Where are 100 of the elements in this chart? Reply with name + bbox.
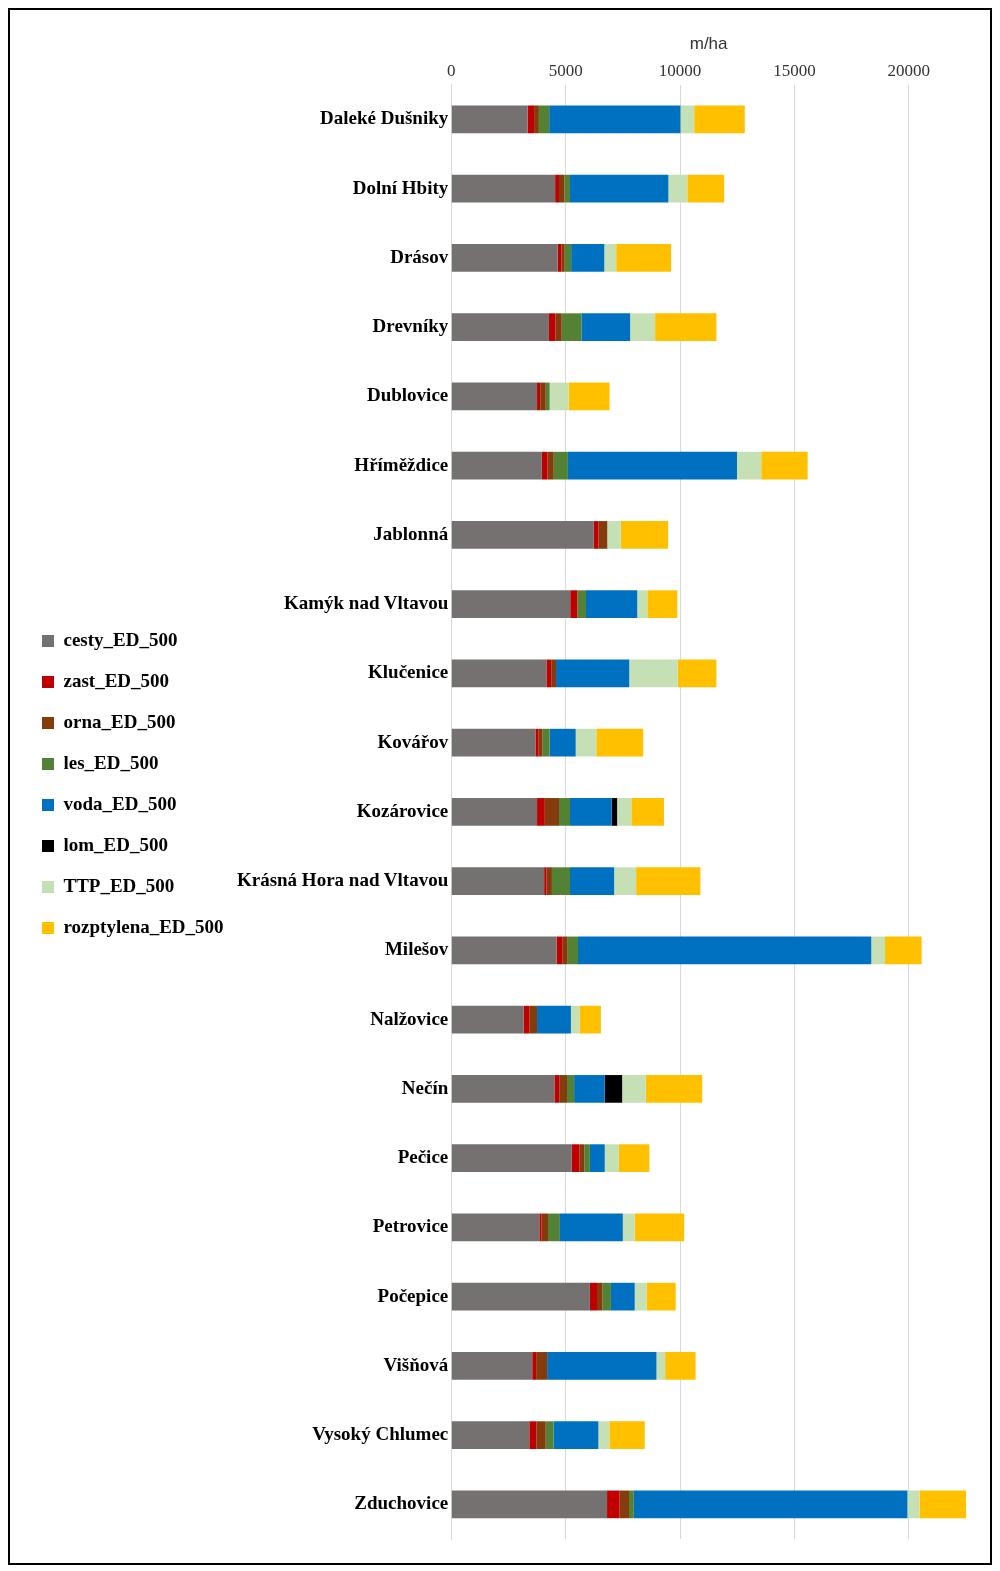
bar [622,1075,646,1103]
bar [586,590,638,619]
bar [568,382,610,411]
bar [548,1213,560,1242]
y-tick-label: Nečín [401,1076,449,1098]
bar [538,105,550,134]
bar [737,451,762,480]
y-tick-label: Nalžovice [370,1007,449,1029]
bar [885,936,922,965]
bar [569,798,612,826]
bar [537,798,545,826]
x-axis-title: m/ha [689,33,729,53]
bar [636,867,701,895]
bar [555,313,562,342]
bar [665,1352,696,1380]
legend-label: zast_ED_500 [63,669,170,691]
bar [532,1352,537,1380]
bar [677,659,717,688]
y-tick-label: Milešov [384,938,449,960]
bar [554,1075,560,1103]
y-tick-label: Kovářov [377,730,449,752]
bar [536,1421,546,1449]
bar [537,382,541,411]
bar [589,1282,597,1311]
bar [604,244,617,272]
y-tick-label: Krásná Hora nad Vltavou [236,869,449,891]
bar [451,659,547,688]
bar [630,313,656,342]
bar [451,521,594,549]
bar [584,1144,590,1172]
bar [687,174,725,203]
bar [598,1421,610,1449]
bar [668,174,688,203]
bar [541,451,548,480]
bar [593,521,599,549]
bar [551,659,557,688]
y-tick-label: Daleké Dušniky [319,107,449,129]
bar [622,1213,635,1242]
bar [546,867,552,895]
y-tick-label: Kozárovice [356,799,449,821]
bar [555,174,560,203]
bar [451,174,556,203]
bar [569,867,615,895]
bar [655,313,717,342]
bar [629,659,678,688]
bar [451,1213,540,1242]
bar [537,1005,571,1034]
bar [680,105,695,134]
bar [451,1282,590,1311]
bar [620,521,669,549]
y-tick-label: Jablonná [373,522,449,544]
bar [535,728,539,757]
bar [451,728,536,757]
bar [616,244,672,272]
bar [610,1282,635,1311]
x-tick-label: 5000 [548,61,583,81]
bar [574,1075,605,1103]
legend-label: TTP_ED_500 [63,874,175,896]
bar [575,728,597,757]
bar [578,936,872,965]
y-tick-label: Klučenice [368,661,449,683]
bar [607,1490,620,1519]
x-tick-label: 10000 [658,61,702,81]
bar [451,105,528,134]
bar [567,1075,575,1103]
bar [549,105,681,134]
bar [607,521,621,549]
bar [451,1490,608,1519]
bar [561,313,582,342]
bar [569,174,669,203]
bar [536,1352,548,1380]
bar [451,382,538,411]
y-tick-label: Hříměždice [354,453,449,475]
bar [614,867,637,895]
bar [451,1352,533,1380]
bar [761,451,808,480]
bar [557,244,562,272]
bar [634,1213,685,1242]
bar [656,1352,666,1380]
bar [549,728,576,757]
bar [618,1144,650,1172]
bar [556,659,630,688]
bar [548,313,556,342]
bar [598,521,608,549]
bar [596,728,644,757]
bar [451,590,571,619]
bar [571,1144,580,1172]
y-tick-label: Drevníky [372,315,449,337]
bar [562,936,568,965]
bar [637,590,648,619]
y-tick-label: Drásov [390,245,449,267]
bar [919,1490,966,1519]
legend-label: rozptylena_ED_500 [63,915,224,937]
bar [541,1213,549,1242]
bar [647,590,678,619]
y-tick-label: Dolní Hbity [352,176,449,198]
bar [451,451,542,480]
bar [553,1421,599,1449]
bar [602,1282,611,1311]
legend-label: les_ED_500 [63,751,159,773]
